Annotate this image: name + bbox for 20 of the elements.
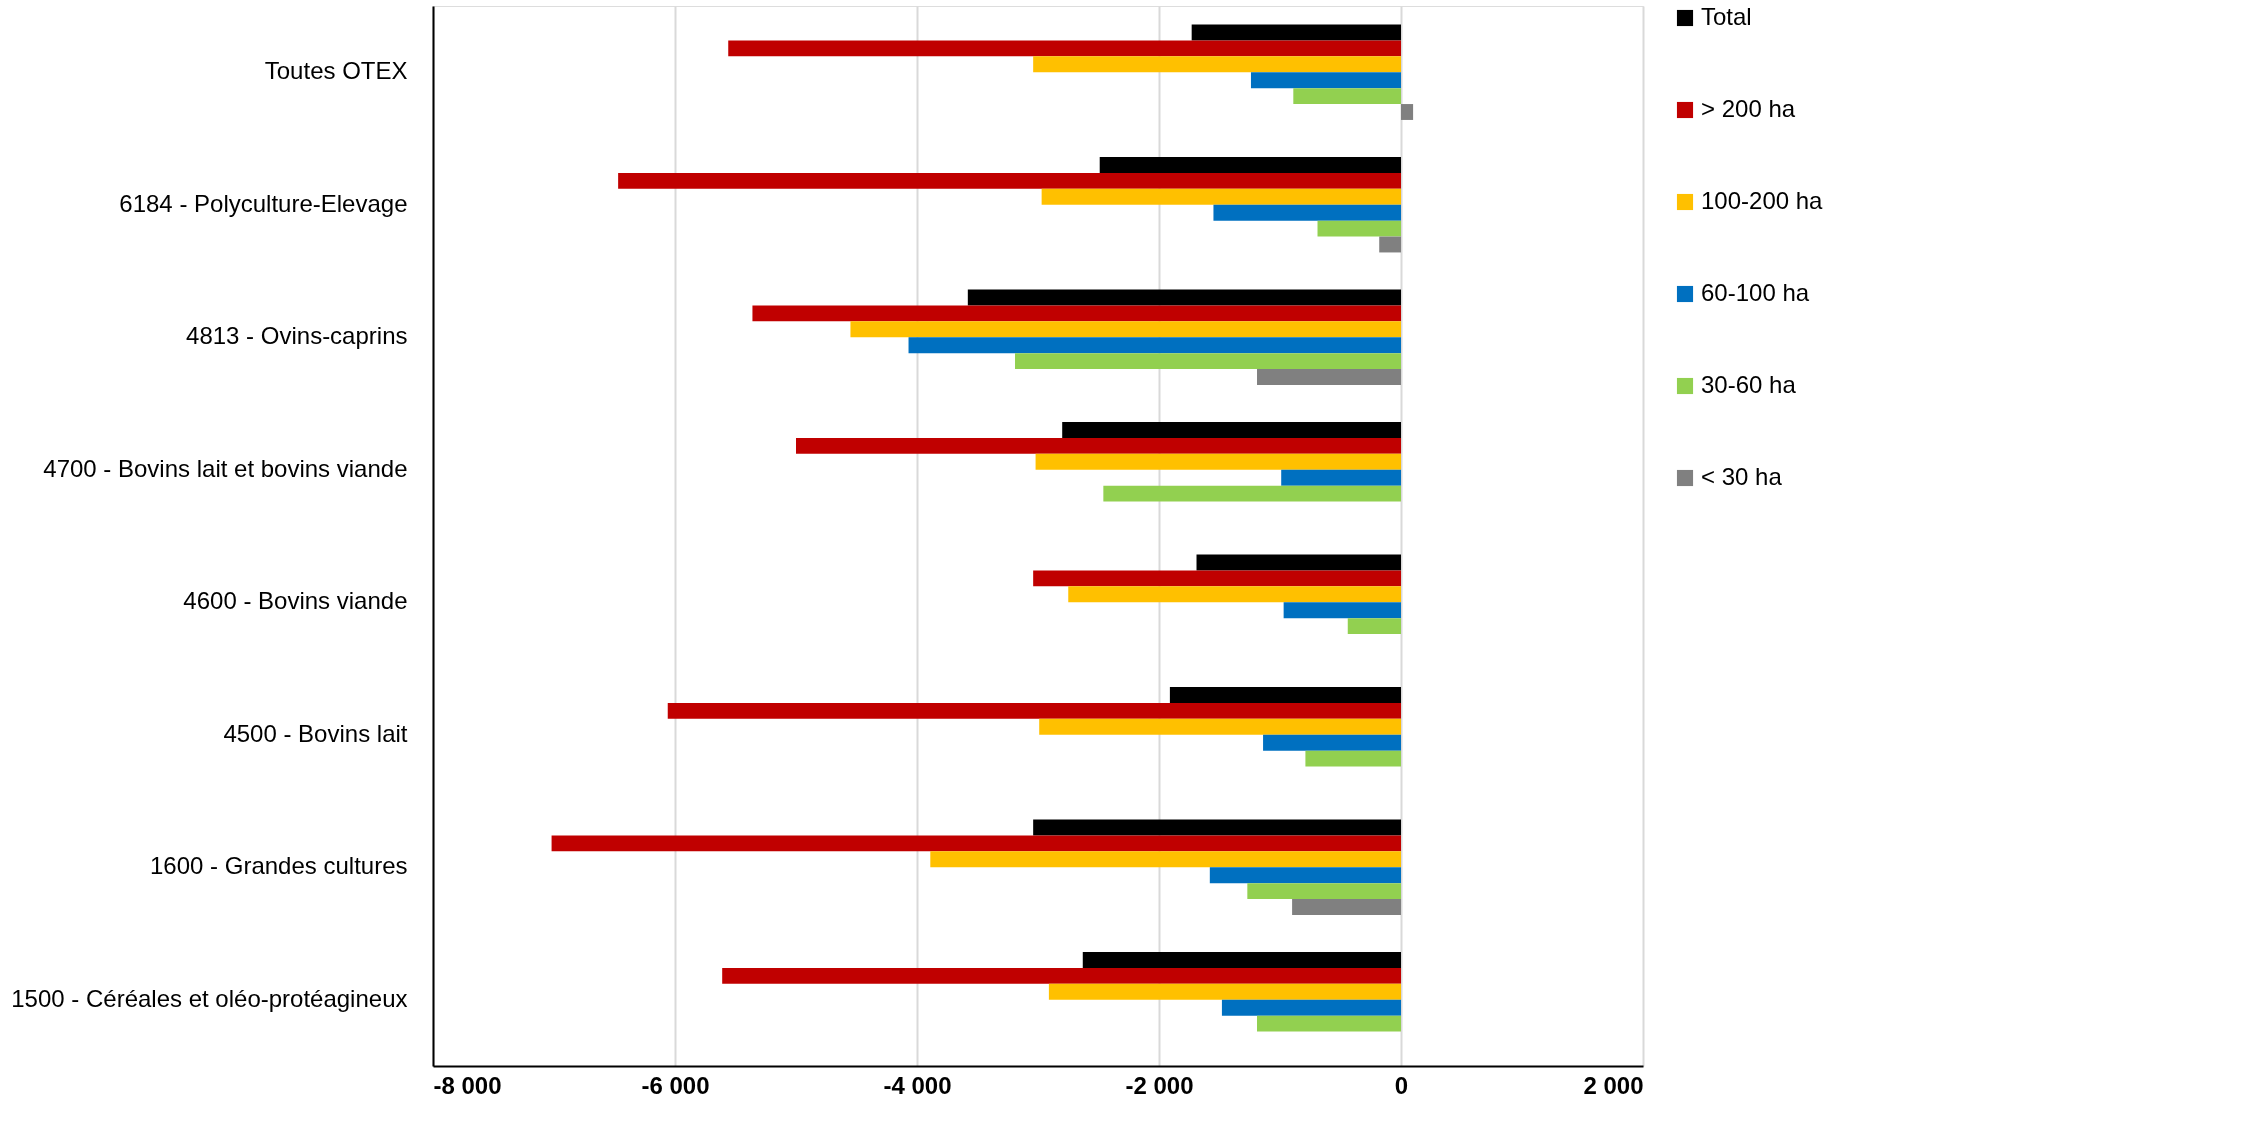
x-tick-label: -8 000 bbox=[433, 1071, 502, 1099]
y-tick-label: 4500 - Bovins lait bbox=[223, 719, 408, 747]
y-tick-label: 4813 - Ovins-caprins bbox=[186, 322, 408, 350]
legend-label: 60-100 ha bbox=[1701, 279, 1810, 306]
x-tick-label: -2 000 bbox=[1125, 1071, 1194, 1099]
legend-label: > 200 ha bbox=[1701, 95, 1796, 122]
y-tick-label: 4700 - Bovins lait et bovins viande bbox=[43, 454, 408, 482]
y-tick-label: 4600 - Bovins viande bbox=[183, 587, 408, 615]
y-tick-label: 6184 - Polyculture-Elevage bbox=[119, 189, 408, 217]
x-tick-label: -4 000 bbox=[883, 1071, 952, 1099]
x-tick-label: 0 bbox=[1394, 1071, 1409, 1099]
y-tick-label: 1600 - Grandes cultures bbox=[150, 852, 408, 880]
y-tick-label: 1500 - Céréales et oléo-protéagineux bbox=[11, 984, 408, 1012]
x-tick-label: 2 000 bbox=[1583, 1071, 1644, 1099]
y-tick-label: Toutes OTEX bbox=[264, 57, 408, 85]
legend-label: 30-60 ha bbox=[1701, 371, 1797, 398]
legend-label: Total bbox=[1701, 3, 1752, 30]
legend-label: 100-200 ha bbox=[1701, 187, 1824, 214]
x-tick-label: -6 000 bbox=[641, 1071, 710, 1099]
legend-label: < 30 ha bbox=[1701, 463, 1783, 490]
